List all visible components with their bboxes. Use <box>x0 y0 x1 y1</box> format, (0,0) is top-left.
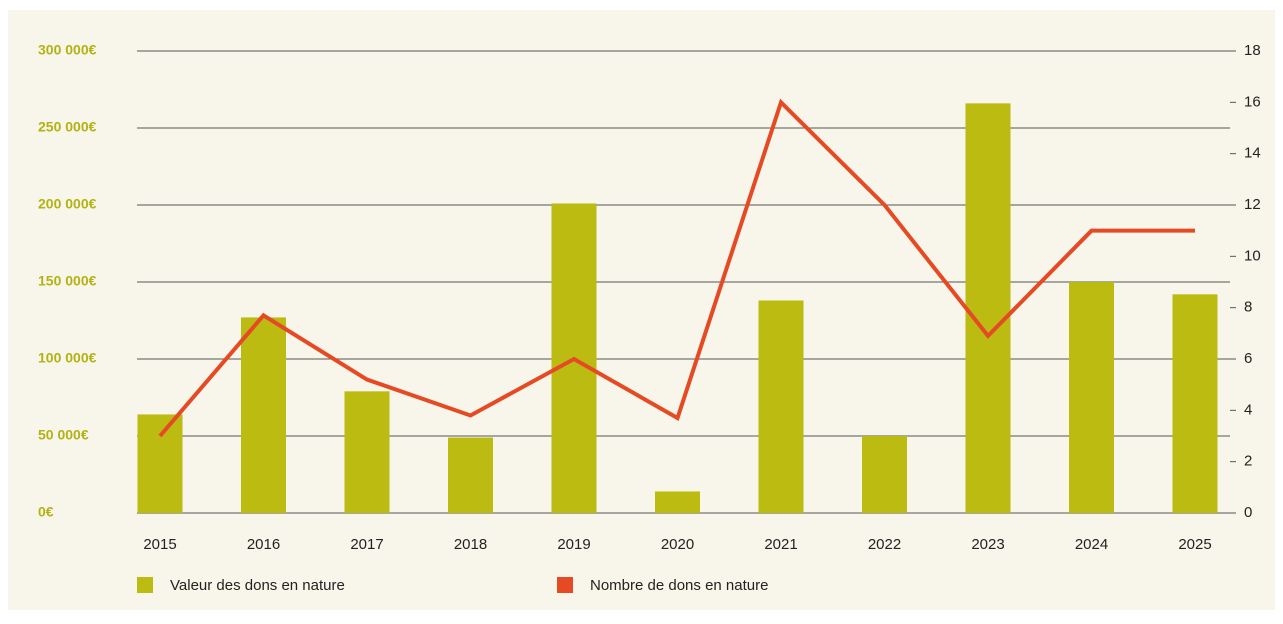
y2-tick-label: 6 <box>1244 350 1252 367</box>
bar <box>448 437 493 513</box>
y-tick-label: 250 000€ <box>38 119 97 135</box>
y2-tick-label: 14 <box>1244 145 1261 162</box>
x-tick-label: 2019 <box>557 536 590 553</box>
bar <box>1172 294 1218 513</box>
y-tick-label: 200 000€ <box>38 196 97 212</box>
y2-tick-label: 4 <box>1244 401 1252 418</box>
y-tick-label: 50 000€ <box>38 427 89 443</box>
bar <box>758 300 804 513</box>
bar <box>655 491 700 513</box>
background <box>8 10 1275 610</box>
y-tick-label: 150 000€ <box>38 273 97 289</box>
y2-tick-label: 16 <box>1244 93 1261 110</box>
y2-tick-label: 12 <box>1244 196 1261 213</box>
line <box>158 98 1195 438</box>
bar <box>965 103 1011 514</box>
y2-tick-label: 2 <box>1244 453 1252 470</box>
bar <box>862 436 907 513</box>
x-tick-label: 2024 <box>1075 536 1108 553</box>
bar <box>137 414 183 513</box>
y2-tick-label: 10 <box>1244 247 1261 264</box>
x-tick-label: 2022 <box>868 536 901 553</box>
x-tick-label: 2017 <box>350 536 383 553</box>
x-tick-label: 2021 <box>764 536 797 553</box>
y-tick-label: 300 000€ <box>38 42 97 58</box>
legend-label: Nombre de dons en nature <box>590 577 768 594</box>
x-tick-label: 2018 <box>454 536 487 553</box>
y-tick-label: 0€ <box>38 504 54 520</box>
legend-swatch <box>557 577 573 593</box>
bar <box>241 317 286 513</box>
x-tick-label: 2020 <box>661 536 694 553</box>
legend-label: Valeur des dons en nature <box>170 577 345 594</box>
y-tick-label: 100 000€ <box>38 350 97 366</box>
y2-tick-label: 8 <box>1244 299 1252 316</box>
legend-swatch <box>137 577 153 593</box>
x-tick-label: 2015 <box>143 536 176 553</box>
x-tick-label: 2023 <box>971 536 1004 553</box>
x-tick-label: 2025 <box>1178 536 1211 553</box>
y2-tick-label: 18 <box>1244 42 1261 59</box>
y2-tick-label: 0 <box>1244 504 1252 521</box>
bar <box>344 391 390 513</box>
x-tick-label: 2016 <box>247 536 280 553</box>
bar <box>1069 282 1114 513</box>
